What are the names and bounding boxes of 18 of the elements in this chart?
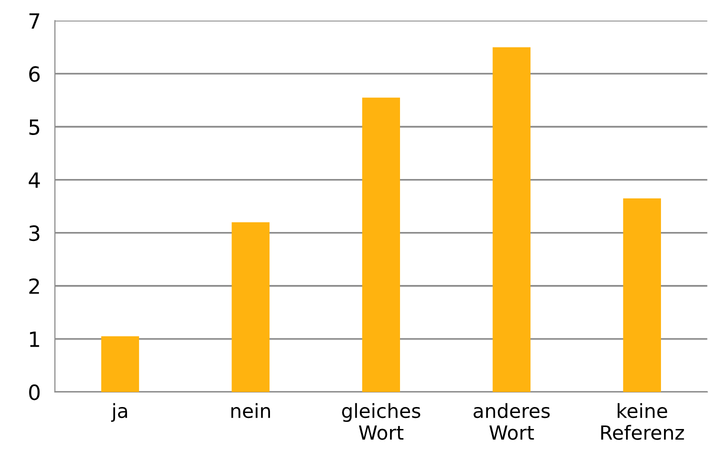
- y-tick-label: 6: [29, 66, 40, 82]
- bar: [623, 198, 661, 392]
- bar: [232, 222, 270, 392]
- bar: [492, 47, 530, 392]
- x-tick-label: anderes Wort: [474, 403, 550, 440]
- x-tick-label: ja: [111, 403, 128, 422]
- x-tick-label: gleiches Wort: [342, 403, 420, 440]
- x-tick-label: nein: [231, 403, 270, 418]
- y-tick-label: 7: [29, 13, 40, 29]
- y-tick-label: 4: [28, 172, 40, 188]
- y-tick-label: 5: [29, 119, 40, 135]
- x-tick-label: keine Referenz: [601, 403, 684, 440]
- y-tick-label: 1: [30, 332, 40, 347]
- bar: [362, 98, 400, 392]
- y-tick-label: 2: [29, 278, 39, 294]
- bar: [101, 336, 140, 392]
- y-tick-label: 3: [29, 225, 40, 242]
- y-tick-label: 0: [29, 384, 40, 400]
